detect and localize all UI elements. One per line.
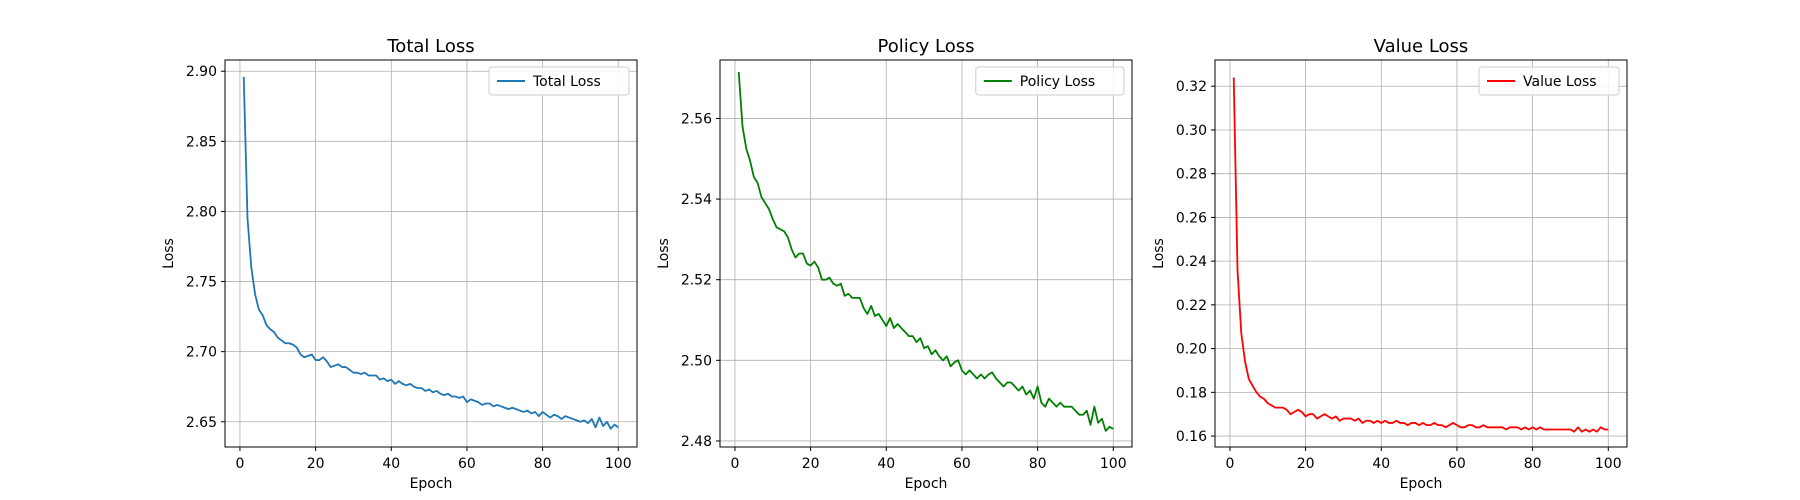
chart-panel-2: 0 20 40 60 80 100 2.48 2.50 2.52 2.54 2.56 Policy L… (656, 36, 1133, 492)
y-tick-label: 0.24 (1176, 254, 1207, 270)
legend: Policy Loss (975, 66, 1125, 96)
axes-frame (1214, 59, 1628, 448)
chart-panel-1: 0 20 40 60 80 100 2.65 2.70 2.75 2.80 2.85 2.90 Tota… (161, 36, 638, 492)
y-tick-label: 2.50 (681, 353, 712, 369)
y-axis-label: Loss (656, 238, 672, 269)
y-axis-label: Loss (1151, 238, 1167, 269)
series-line-1 (737, 72, 1114, 432)
y-tick-label: 2.85 (186, 134, 217, 150)
y-tick-label: 0.26 (1176, 210, 1207, 226)
legend-label: Policy Loss (1020, 74, 1095, 90)
y-tick-label: 0.18 (1176, 385, 1207, 401)
x-tick-label: 60 (458, 456, 476, 472)
x-tick-label: 80 (534, 456, 552, 472)
legend-box (975, 66, 1125, 96)
x-tick-label: 80 (1524, 456, 1542, 472)
x-tick-label: 80 (1029, 456, 1047, 472)
y-tick-label: 0.22 (1176, 298, 1207, 314)
legend: Value Loss (1478, 66, 1620, 96)
y-tick-label: 2.65 (186, 415, 217, 431)
series-line-1 (1232, 77, 1609, 433)
x-tick-label: 60 (953, 456, 971, 472)
plot-area (225, 60, 637, 447)
legend-box (1478, 66, 1620, 96)
series-line-1 (242, 76, 619, 430)
legend: Total Loss (488, 66, 630, 96)
x-tick-label: 60 (1448, 456, 1466, 472)
chart-title: Policy Loss (878, 36, 975, 57)
axes-frame (224, 59, 638, 448)
y-tick-label: 2.75 (186, 275, 217, 291)
y-tick-label: 2.54 (681, 192, 712, 208)
x-tick-label: 20 (1297, 456, 1315, 472)
x-tick-label: 40 (382, 456, 400, 472)
x-tick-label: 20 (802, 456, 820, 472)
x-axis-label: Epoch (905, 476, 948, 492)
chart-title: Value Loss (1374, 36, 1469, 57)
y-tick-label: 2.90 (186, 64, 217, 80)
y-tick-label: 2.52 (681, 273, 712, 289)
x-tick-label: 0 (1225, 456, 1234, 472)
x-tick-label: 100 (1595, 456, 1622, 472)
x-tick-label: 100 (1100, 456, 1127, 472)
y-tick-label: 2.70 (186, 345, 217, 361)
plot-area (1215, 60, 1627, 447)
y-tick-label: 2.48 (681, 434, 712, 450)
x-axis-label: Epoch (410, 476, 453, 492)
y-tick-label: 2.56 (681, 111, 712, 127)
x-axis-label: Epoch (1400, 476, 1443, 492)
y-tick-label: 0.30 (1176, 123, 1207, 139)
legend-box (488, 66, 630, 96)
y-tick-label: 0.20 (1176, 342, 1207, 358)
x-tick-label: 0 (730, 456, 739, 472)
y-tick-label: 0.32 (1176, 79, 1207, 95)
y-axis-label: Loss (161, 238, 177, 269)
axes-frame (719, 59, 1133, 448)
x-tick-label: 40 (1372, 456, 1390, 472)
y-tick-label: 0.28 (1176, 167, 1207, 183)
y-tick-label: 0.16 (1176, 429, 1207, 445)
plot-area (720, 60, 1132, 447)
y-tick-label: 2.80 (186, 204, 217, 220)
x-tick-label: 100 (605, 456, 632, 472)
chart-panel-3: 0 20 40 60 80 100 0.16 0.18 0.20 0.22 0.24 0.26 0.28… (1151, 36, 1628, 492)
legend-label: Total Loss (532, 74, 601, 90)
legend-label: Value Loss (1523, 74, 1597, 90)
chart-title: Total Loss (386, 36, 474, 57)
x-tick-label: 20 (307, 456, 325, 472)
x-tick-label: 0 (235, 456, 244, 472)
x-tick-label: 40 (877, 456, 895, 472)
